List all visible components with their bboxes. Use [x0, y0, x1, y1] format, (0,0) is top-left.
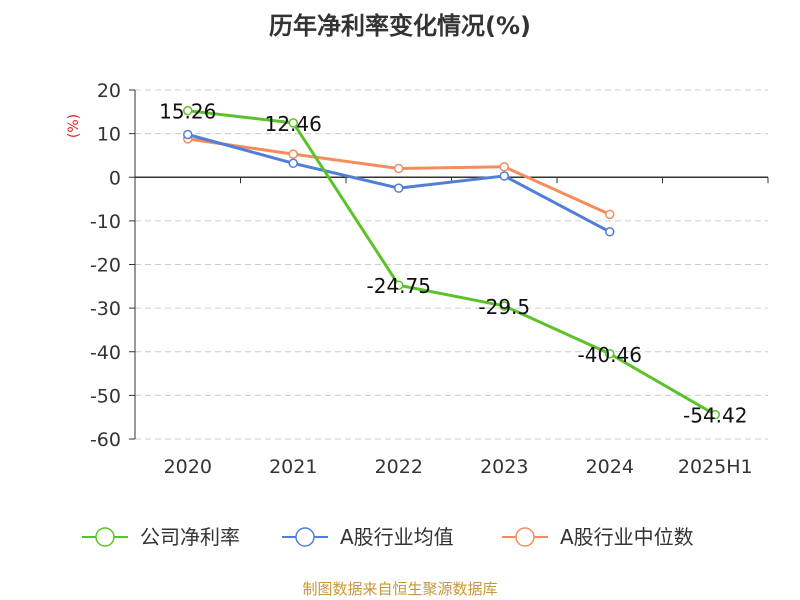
x-tick-label: 2023	[480, 456, 528, 478]
data-point	[605, 349, 615, 359]
legend-item-1[interactable]: A股行业均值	[282, 525, 454, 549]
y-tick-label: -60	[90, 429, 121, 451]
data-label: -29.5	[478, 295, 530, 319]
legend-label: 公司净利率	[140, 525, 240, 549]
legend-marker-icon	[95, 527, 115, 547]
series-line-0	[187, 109, 716, 416]
legend-marker-icon	[295, 527, 315, 547]
x-tick-label: 2022	[375, 456, 423, 478]
legend-label: A股行业中位数	[560, 525, 694, 549]
legend-item-2[interactable]: A股行业中位数	[502, 525, 694, 549]
data-point	[394, 183, 404, 193]
data-point	[605, 227, 615, 237]
y-tick-label: -20	[90, 255, 121, 277]
series-lines	[183, 105, 720, 420]
data-label: -54.42	[683, 404, 747, 428]
data-point	[183, 105, 193, 116]
data-point	[499, 162, 509, 172]
data-point	[288, 158, 298, 169]
data-point	[499, 171, 509, 181]
chart-title: 历年净利率变化情况(%)	[269, 12, 531, 40]
data-point	[710, 409, 720, 420]
legend[interactable]: 公司净利率 A股行业均值 A股行业中位数	[82, 525, 694, 549]
data-point	[499, 301, 509, 311]
legend-item-0[interactable]: 公司净利率	[82, 525, 240, 549]
legend-label: A股行业均值	[340, 525, 454, 549]
data-source-note: 制图数据来自恒生聚源数据库	[302, 580, 498, 598]
y-tick-label: -30	[90, 298, 121, 320]
data-point	[183, 129, 193, 140]
data-label: -40.46	[578, 343, 642, 367]
legend-marker-icon	[515, 527, 535, 547]
y-tick-label: -10	[90, 211, 121, 233]
y-tick-label: -50	[90, 385, 121, 407]
data-labels: 15.26 12.46 -24.75 -29.5 -40.46 -54.42	[159, 100, 747, 428]
y-axis-unit-label: (%)	[66, 114, 82, 138]
x-tick-label: 2024	[586, 456, 634, 478]
x-tick-label: 2021	[269, 456, 317, 478]
y-tick-label: -40	[90, 342, 121, 364]
grid-lines	[135, 89, 768, 440]
data-point	[288, 118, 298, 128]
y-tick-label: 0	[109, 167, 121, 189]
data-point	[394, 163, 404, 174]
y-tick-label: 10	[97, 124, 121, 146]
axes: 20 10 0 -10 -20 -30 -40 -50 -60 (%) 2020 2021 2022 20…	[66, 80, 769, 478]
x-tick-label: 2025H1	[678, 456, 753, 478]
data-point	[288, 149, 298, 159]
data-label: 12.46	[265, 112, 322, 136]
data-point	[394, 280, 404, 290]
x-tick-label: 2020	[164, 456, 212, 478]
y-tick-label: 20	[97, 80, 121, 102]
data-label: -24.75	[367, 274, 431, 298]
data-point	[605, 209, 615, 220]
data-label: 15.26	[159, 100, 216, 124]
